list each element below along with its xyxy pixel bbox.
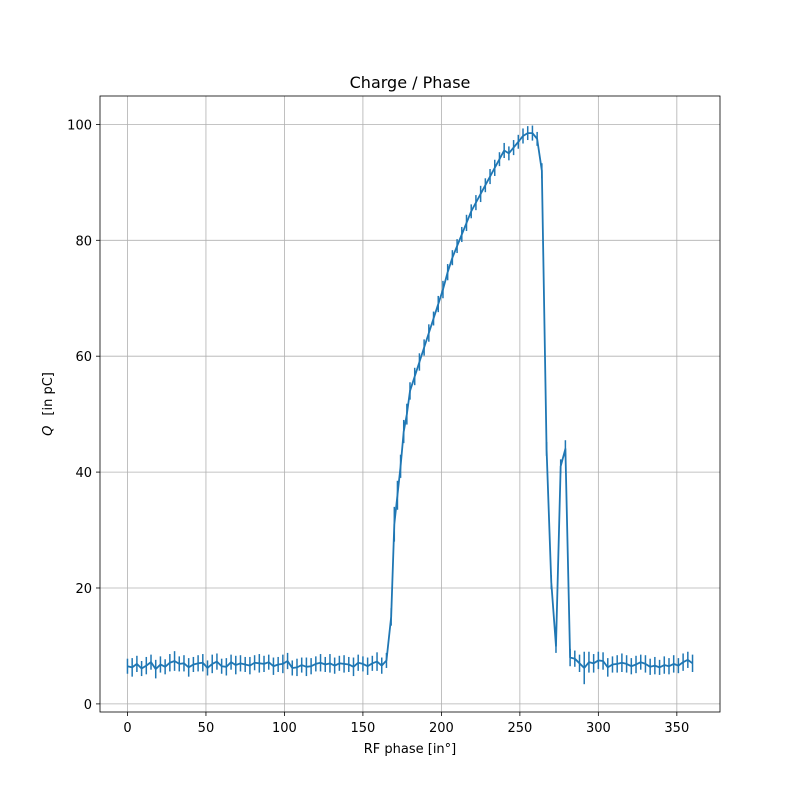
series-line [127, 132, 694, 671]
x-tick-label: 200 [429, 721, 454, 736]
y-tick-label: 80 [75, 234, 92, 249]
y-tick-label: 60 [75, 350, 92, 365]
x-tick-label: 150 [350, 721, 375, 736]
y-axis-label-variable: Q [41, 426, 56, 436]
series-layer [126, 125, 694, 685]
ticks: 0 50 100 150 200 250 300 350 0 20 40 60 80 100 [67, 118, 689, 736]
y-tick-label: 0 [84, 698, 92, 713]
x-tick-label: 100 [272, 721, 297, 736]
y-tick-label: 40 [75, 466, 92, 481]
x-axis-label: RF phase [in°] [364, 742, 457, 757]
x-tick-label: 300 [586, 721, 611, 736]
x-tick-label: 50 [198, 721, 215, 736]
x-tick-label: 250 [507, 721, 532, 736]
y-tick-label: 100 [67, 118, 92, 133]
x-tick-label: 350 [664, 721, 689, 736]
y-axis-label-unit: [in pC] [41, 372, 56, 415]
grid [100, 96, 720, 712]
y-axis-label: Q [in pC] [41, 372, 56, 436]
x-tick-label: 0 [123, 721, 131, 736]
y-tick-label: 20 [75, 582, 92, 597]
plot-frame [99, 95, 721, 713]
chart-title: Charge / Phase [350, 73, 471, 92]
